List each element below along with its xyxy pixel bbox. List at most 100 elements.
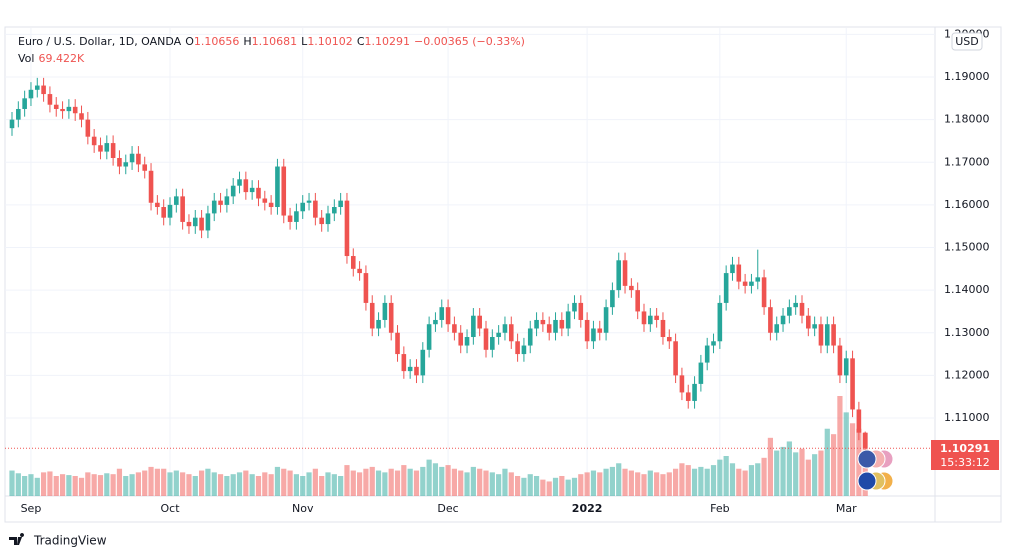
- candle-body: [98, 145, 103, 152]
- candle-body: [508, 324, 514, 342]
- volume-bar: [300, 476, 306, 496]
- volume-bar: [230, 474, 236, 496]
- volume-bar: [843, 412, 849, 496]
- candle-body: [407, 366, 413, 372]
- volume-bar: [192, 476, 198, 496]
- volume-bar: [15, 473, 21, 496]
- volume-bar: [489, 472, 495, 496]
- volume-bar: [445, 465, 451, 496]
- candle-body: [91, 136, 97, 146]
- volume-bar: [85, 472, 91, 496]
- ohlc-label: C: [356, 35, 365, 48]
- candle-body: [218, 200, 223, 205]
- candle-body: [780, 315, 786, 325]
- candle-body: [717, 302, 723, 342]
- candle-body: [534, 319, 539, 329]
- candle-body: [502, 324, 508, 333]
- volume-bar: [849, 423, 856, 496]
- candle-body: [673, 341, 678, 376]
- volume-bar: [281, 468, 287, 496]
- volume-bar: [470, 466, 476, 496]
- volume-bar: [293, 474, 299, 496]
- volume-bar: [584, 472, 590, 496]
- volume-bar: [799, 448, 805, 496]
- volume-bar: [59, 474, 66, 496]
- candle-body: [211, 200, 217, 214]
- candle-body: [824, 324, 830, 346]
- candle-body: [540, 319, 546, 325]
- candle-body: [616, 260, 622, 291]
- candle-body: [546, 324, 552, 333]
- volume-bar: [483, 470, 489, 496]
- candle-body: [553, 319, 558, 333]
- candle-body: [597, 328, 603, 333]
- volume-bar: [66, 475, 72, 496]
- brand-name: TradingView: [33, 534, 107, 548]
- volume-bar: [736, 468, 742, 496]
- volume-bar: [710, 465, 717, 496]
- candle-body: [483, 328, 489, 350]
- volume-bar: [173, 470, 179, 496]
- volume-bar: [110, 474, 116, 496]
- volume-bar: [793, 452, 799, 496]
- ohlc-label: O: [185, 35, 194, 48]
- volume-bar: [401, 465, 407, 496]
- candle-body: [350, 256, 356, 269]
- volume-bar: [515, 476, 521, 496]
- candle-body: [256, 187, 261, 199]
- volume-bar: [571, 477, 578, 496]
- currency-badge[interactable]: [951, 32, 983, 51]
- candle-body: [622, 260, 628, 286]
- brand-logo: [9, 533, 25, 545]
- y-tick-label: 1.16000: [944, 198, 990, 211]
- volume-bar: [116, 468, 123, 496]
- volume-bar: [673, 468, 679, 496]
- candle-body: [41, 85, 46, 95]
- candle-body: [477, 315, 482, 329]
- candle-body: [243, 179, 249, 193]
- volume-bar: [199, 470, 205, 496]
- y-tick-label: 1.13000: [944, 326, 990, 339]
- volume-bar: [603, 468, 609, 496]
- volume-layer: [9, 396, 868, 496]
- ohlc-label: H: [243, 35, 252, 48]
- volume-bar: [685, 465, 691, 496]
- ohlc-legend: Euro / U.S. Dollar, 1D, OANDA O 1.10656 H…: [18, 35, 525, 48]
- candle-body: [332, 207, 337, 214]
- volume-bar: [546, 481, 552, 496]
- candle-body: [275, 166, 280, 208]
- volume-bar: [641, 474, 647, 496]
- volume-bar: [369, 466, 375, 496]
- volume-bar: [129, 474, 135, 496]
- candle-body: [395, 332, 400, 355]
- candle-body: [79, 113, 84, 120]
- volume-bar: [344, 465, 350, 496]
- y-tick-label: 1.11000: [944, 411, 990, 424]
- volume-bar: [609, 466, 615, 496]
- volume-bar: [527, 474, 533, 496]
- volume-bar: [502, 468, 508, 496]
- volume-bar: [704, 468, 710, 496]
- candle-body: [711, 341, 716, 346]
- candle-body: [306, 200, 312, 203]
- candle-body: [357, 268, 362, 274]
- candle-body: [123, 162, 129, 167]
- candle-body: [338, 200, 343, 208]
- volume-value: 69.422K: [38, 52, 85, 65]
- ohlc-label: L: [301, 35, 308, 48]
- volume-bar: [154, 468, 160, 496]
- volume-bar: [824, 428, 830, 496]
- candle-body: [685, 392, 691, 401]
- candle-body: [186, 221, 192, 227]
- volume-bar: [205, 468, 211, 496]
- volume-bar: [780, 446, 786, 496]
- candle-body: [294, 211, 299, 222]
- volume-bar: [717, 459, 723, 496]
- candle-body: [515, 341, 520, 355]
- ohlc-value: 1.10102: [307, 35, 353, 48]
- flag-icon: [857, 471, 877, 491]
- candle-body: [230, 185, 236, 197]
- volume-bar: [161, 468, 167, 496]
- volume-bar: [319, 476, 325, 496]
